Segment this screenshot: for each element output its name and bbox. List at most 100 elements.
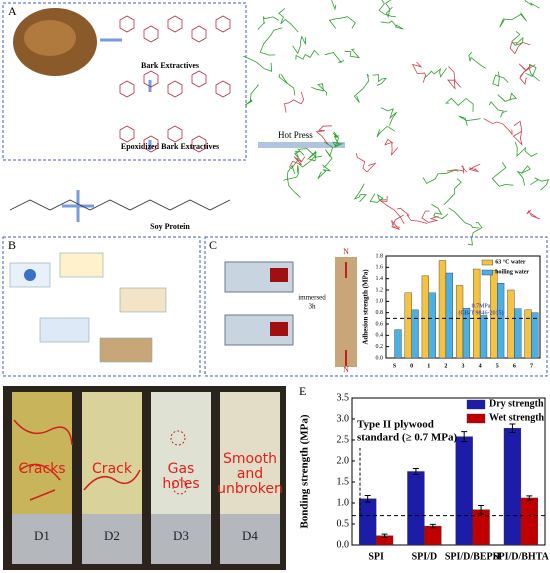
molecule xyxy=(509,41,531,55)
molecule xyxy=(257,16,279,30)
caption: Bark Extractives xyxy=(141,61,199,70)
sample-label: D2 xyxy=(104,528,120,543)
legend-swatch xyxy=(481,259,494,266)
y-tick-label: 2.5 xyxy=(337,434,350,445)
panel-label: B xyxy=(8,238,16,252)
caption: Hot Press xyxy=(278,130,313,140)
molecule xyxy=(297,148,316,168)
bar xyxy=(455,285,464,359)
molecule xyxy=(516,165,531,186)
molecule xyxy=(244,84,259,106)
y-tick-label: 1.0 xyxy=(376,299,384,305)
molecule xyxy=(353,73,370,103)
molecule xyxy=(397,207,428,224)
molecule xyxy=(369,193,387,203)
x-tick-label: SPI/D xyxy=(412,551,438,562)
x-tick-label: 1 xyxy=(427,363,430,369)
molecule xyxy=(167,80,183,98)
legend-label: boiling water xyxy=(495,269,529,275)
y-tick-label: 3.0 xyxy=(337,413,350,424)
molecule xyxy=(284,91,305,113)
glue-strip xyxy=(151,392,211,514)
defect-label: Cracks xyxy=(18,461,66,477)
molecule xyxy=(315,125,332,145)
molecule xyxy=(259,27,283,56)
y-tick-label: 0.5 xyxy=(337,518,350,529)
legend-swatch xyxy=(466,413,486,424)
bar xyxy=(462,307,471,359)
molecule xyxy=(286,164,301,198)
force-label: N xyxy=(343,365,349,374)
crack xyxy=(13,419,73,501)
molecule xyxy=(499,12,527,28)
molecule xyxy=(243,55,273,72)
molecule xyxy=(446,165,467,174)
annotation: (GB/T 9846-2015) xyxy=(458,310,503,317)
molecule xyxy=(378,0,396,18)
molecule xyxy=(443,178,462,206)
molecule xyxy=(215,80,231,98)
substrate xyxy=(220,514,280,564)
molecule xyxy=(9,199,231,211)
bar xyxy=(407,471,425,546)
display xyxy=(270,268,288,282)
y-tick-label: 0.6 xyxy=(376,321,384,327)
annotation: standard (≥ 0.7 MPa) xyxy=(357,432,457,444)
crack xyxy=(83,469,141,491)
glue-strip xyxy=(220,392,280,514)
caption: Soy Protein xyxy=(150,222,190,231)
molecule xyxy=(447,66,462,90)
gas-hole xyxy=(172,479,188,495)
molecule xyxy=(307,150,323,162)
bar xyxy=(479,315,488,359)
molecule xyxy=(379,195,405,224)
molecule xyxy=(488,101,508,118)
molecule xyxy=(167,125,183,143)
legend-swatch xyxy=(466,399,486,410)
substrate xyxy=(151,514,211,564)
molecule xyxy=(119,125,135,143)
molecule xyxy=(119,15,135,33)
force-label: N xyxy=(343,247,349,256)
bar xyxy=(507,289,515,359)
molecule xyxy=(411,61,427,83)
bar xyxy=(455,436,473,546)
bar xyxy=(445,272,453,359)
bar xyxy=(472,509,490,546)
schematic xyxy=(99,337,153,363)
molecule xyxy=(215,15,231,33)
molecule xyxy=(421,210,439,223)
molecule xyxy=(143,70,159,88)
molecule xyxy=(278,73,296,96)
bar xyxy=(404,292,412,359)
legend-label: Dry strength xyxy=(489,398,544,409)
substrate xyxy=(82,514,142,564)
bar xyxy=(438,260,447,359)
molecule xyxy=(380,20,404,30)
x-tick-label: SPI xyxy=(368,551,384,562)
error-bar xyxy=(381,533,388,538)
bar xyxy=(428,292,436,359)
molecule xyxy=(467,221,483,246)
bar xyxy=(473,268,481,359)
x-tick-label: 3 xyxy=(462,363,465,369)
panel-b-frame xyxy=(2,236,201,377)
panel-a-frame xyxy=(2,2,247,161)
bar xyxy=(524,309,532,359)
annotation: 0.7MPa xyxy=(472,304,491,310)
plywood-sample xyxy=(335,257,357,367)
molecule xyxy=(514,141,538,157)
molecule xyxy=(448,207,480,229)
x-tick-label: SPI/D/BEPH xyxy=(445,551,501,562)
panel-label: E xyxy=(299,384,306,398)
molecule xyxy=(191,70,207,88)
molecule xyxy=(385,0,393,19)
molecule xyxy=(384,138,399,156)
error-bar xyxy=(526,495,533,501)
molecule xyxy=(344,48,361,59)
molecule xyxy=(524,0,540,9)
y-tick-label: 1.5 xyxy=(337,476,350,487)
legend-label: Wet strength xyxy=(489,412,545,423)
molecule xyxy=(518,63,536,74)
